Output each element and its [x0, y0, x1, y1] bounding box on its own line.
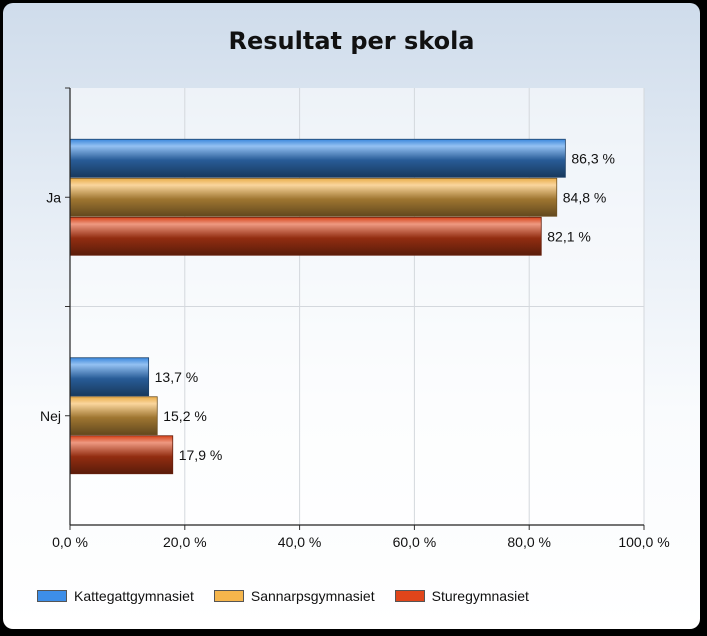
legend-swatch — [37, 590, 67, 602]
bar — [69, 357, 150, 397]
bar — [69, 138, 566, 178]
data-label: 86,3 % — [571, 150, 615, 166]
data-label: 17,9 % — [179, 447, 223, 463]
chart-panel: Resultat per skola 0,0 % 20,0 % 40,0 % 60,0… — [3, 3, 700, 629]
y-tick-label: Ja — [46, 189, 61, 205]
bar — [69, 216, 542, 256]
data-label: 15,2 % — [163, 408, 207, 424]
x-tick-label: 60,0 % — [393, 534, 437, 550]
data-label: 82,1 % — [547, 228, 591, 244]
chart-plot: 0,0 % 20,0 % 40,0 % 60,0 % 80,0 % 100,0 % Ja 86… — [40, 87, 670, 550]
bar — [69, 396, 158, 436]
x-tick-label: 0,0 % — [52, 534, 88, 550]
x-tick-label: 80,0 % — [507, 534, 551, 550]
bar — [69, 177, 558, 217]
data-label: 84,8 % — [563, 189, 607, 205]
legend-swatch — [394, 590, 425, 602]
chart-legend: Kattegattgymnasiet Sannarpsgymnasiet Stu… — [37, 586, 549, 606]
x-tick-label: 100,0 % — [618, 534, 669, 550]
chart-title: Resultat per skola — [228, 27, 475, 55]
legend-item-sannarpsgymnasiet: Sannarpsgymnasiet — [213, 588, 375, 604]
bar — [69, 435, 174, 475]
legend-label: Kattegattgymnasiet — [74, 588, 194, 604]
data-label: 13,7 % — [155, 369, 199, 385]
legend-swatch — [213, 590, 244, 602]
x-tick-label: 20,0 % — [163, 534, 207, 550]
x-tick-label: 40,0 % — [278, 534, 322, 550]
legend-item-kattegattgymnasiet: Kattegattgymnasiet — [37, 588, 194, 604]
legend-item-sturegymnasiet: Sturegymnasiet — [394, 588, 529, 604]
y-tick-label: Nej — [40, 408, 61, 424]
legend-label: Sannarpsgymnasiet — [250, 588, 375, 604]
legend-label: Sturegymnasiet — [431, 588, 529, 604]
